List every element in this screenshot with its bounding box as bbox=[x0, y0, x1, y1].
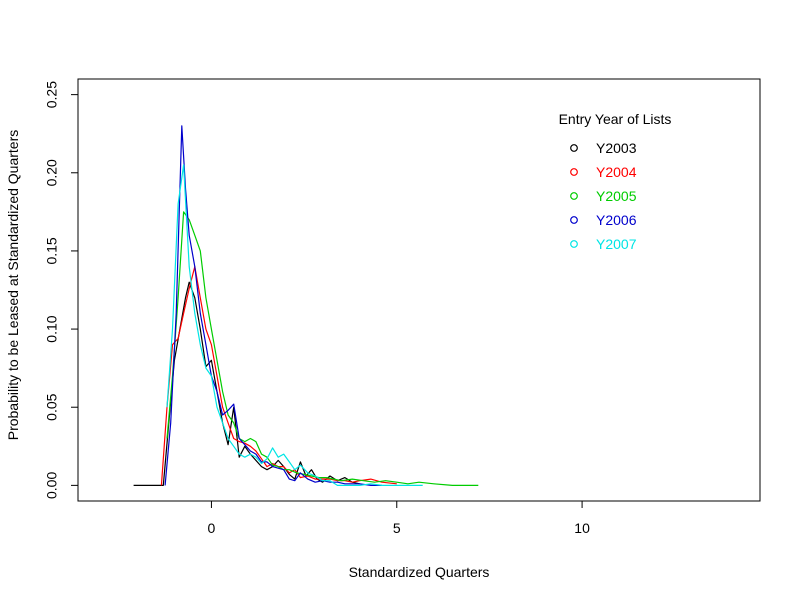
legend-title: Entry Year of Lists bbox=[559, 111, 672, 127]
legend-label: Y2007 bbox=[596, 236, 637, 252]
legend-label: Y2005 bbox=[596, 188, 637, 204]
legend-marker bbox=[570, 192, 578, 200]
x-tick-label: 0 bbox=[208, 520, 216, 536]
y-tick-label: 0.00 bbox=[44, 472, 60, 499]
x-tick-label: 10 bbox=[574, 520, 590, 536]
y-tick-label: 0.10 bbox=[44, 315, 60, 342]
legend-label: Y2006 bbox=[596, 212, 637, 228]
legend-label: Y2003 bbox=[596, 140, 637, 156]
legend: Entry Year of Lists Y2003 Y2004 Y2005 Y2006… bbox=[559, 111, 672, 252]
series-line-y2004 bbox=[160, 266, 397, 486]
y-axis: 0.00 0.05 0.10 0.15 0.20 0.25 bbox=[44, 81, 79, 499]
y-tick-label: 0.20 bbox=[44, 159, 60, 186]
series-layer bbox=[133, 125, 479, 486]
series-line-y2006 bbox=[164, 125, 382, 486]
legend-marker bbox=[570, 240, 578, 248]
legend-marker bbox=[570, 168, 578, 176]
x-axis-title: Standardized Quarters bbox=[349, 564, 490, 580]
legend-marker bbox=[570, 216, 578, 224]
y-tick-label: 0.15 bbox=[44, 237, 60, 264]
series-line-y2005 bbox=[166, 211, 479, 486]
y-tick-label: 0.05 bbox=[44, 393, 60, 420]
series-line-y2007 bbox=[166, 164, 423, 486]
y-tick-label: 0.25 bbox=[44, 81, 60, 108]
y-axis-title: Probability to be Leased at Standardized… bbox=[5, 130, 21, 441]
x-tick-label: 5 bbox=[393, 520, 401, 536]
legend-items: Y2003 Y2004 Y2005 Y2006 Y2007 bbox=[570, 140, 637, 252]
x-axis: 0 5 10 bbox=[208, 500, 590, 536]
legend-label: Y2004 bbox=[596, 164, 637, 180]
legend-marker bbox=[570, 144, 578, 152]
plot-frame bbox=[77, 78, 761, 502]
